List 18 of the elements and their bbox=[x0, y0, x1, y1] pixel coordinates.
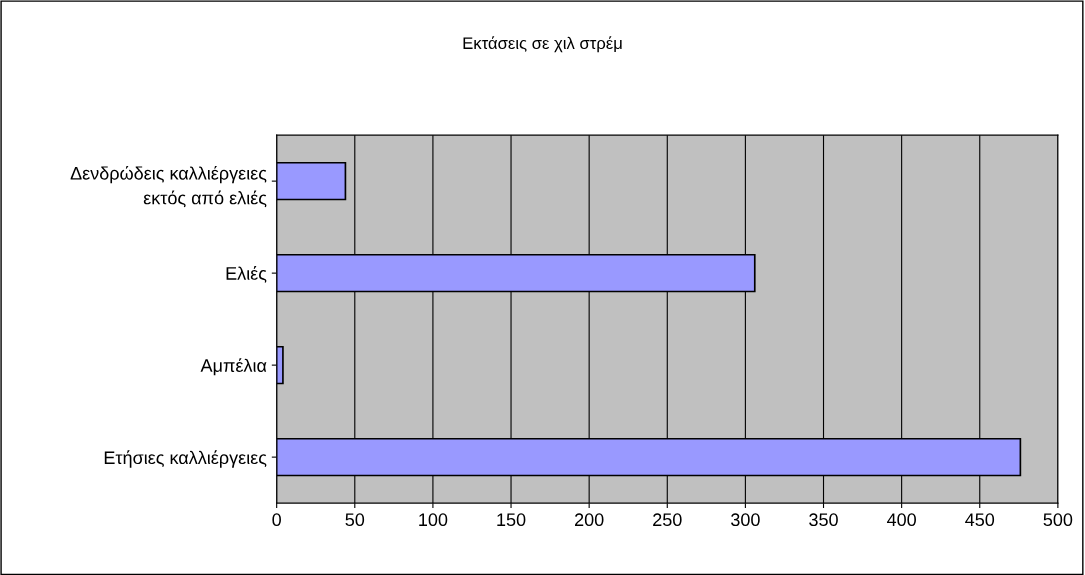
x-tick-label: 250 bbox=[653, 513, 682, 527]
x-tick-label: 350 bbox=[809, 513, 838, 527]
x-tick-label: 200 bbox=[575, 513, 604, 527]
y-tick-label: Ελιές bbox=[226, 266, 267, 283]
y-tick-label: Δενδρώδεις καλλιέργειες εκτός από ελιές bbox=[70, 165, 267, 208]
bar bbox=[276, 161, 347, 201]
x-tick-label: 500 bbox=[1043, 513, 1073, 527]
bar bbox=[276, 345, 284, 385]
x-tick-label: 0 bbox=[272, 513, 281, 527]
chart-title: Εκτάσεις σε χιλ στρέμ bbox=[463, 36, 622, 53]
y-tick-label: Αμπέλια bbox=[200, 358, 267, 376]
x-tick-label: 300 bbox=[731, 513, 760, 527]
x-tick-label: 400 bbox=[886, 513, 916, 527]
x-tick-label: 450 bbox=[965, 513, 995, 527]
x-tick-label: 100 bbox=[419, 513, 448, 527]
x-tick-label: 50 bbox=[345, 513, 365, 527]
y-tick-label: Ετήσιες καλλιέργειες bbox=[104, 450, 267, 468]
x-tick-label: 150 bbox=[497, 513, 526, 527]
